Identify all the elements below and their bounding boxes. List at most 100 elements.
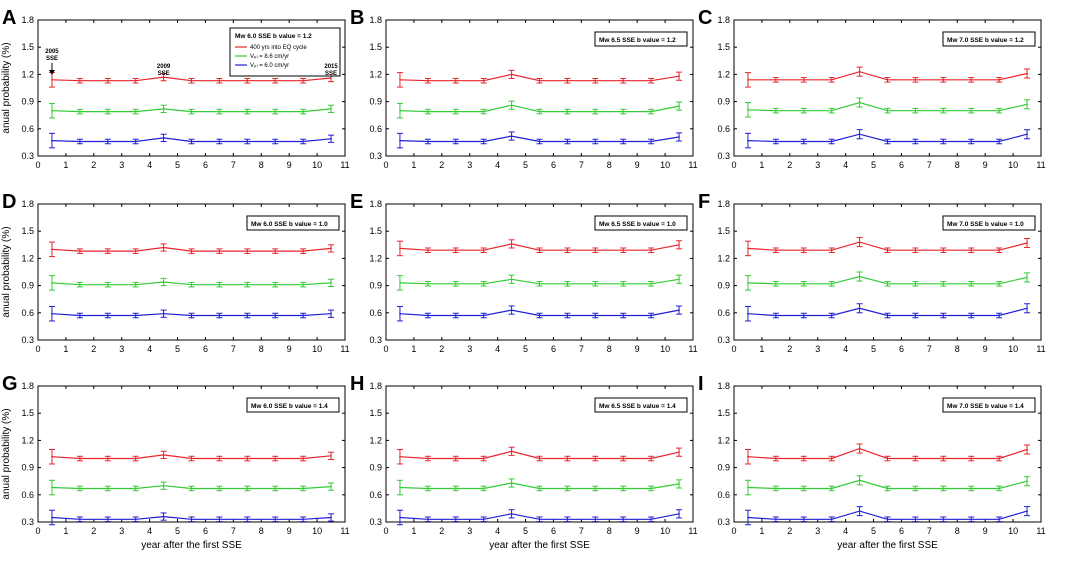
data-point — [302, 79, 304, 82]
x-tick-label: 3 — [467, 160, 472, 170]
data-point — [134, 283, 137, 286]
x-tick-label: 8 — [607, 344, 612, 354]
legend-label: 400 yrs into EQ cycle — [250, 45, 307, 51]
data-point — [678, 136, 680, 138]
data-point — [566, 518, 569, 521]
data-point — [1026, 103, 1028, 106]
data-point — [190, 283, 193, 286]
data-point — [399, 455, 401, 458]
x-tick-label: 2 — [91, 160, 96, 170]
data-point — [330, 282, 332, 284]
data-point — [482, 457, 485, 460]
data-point — [399, 486, 401, 489]
x-tick-label: 2 — [439, 526, 444, 536]
data-point — [218, 487, 221, 490]
x-tick-label: 8 — [955, 160, 960, 170]
data-point — [427, 314, 429, 317]
data-point — [162, 137, 165, 139]
data-point — [970, 518, 973, 521]
x-tick-label: 1 — [759, 526, 764, 536]
data-point — [399, 247, 401, 250]
x-tick-label: 1 — [63, 160, 68, 170]
data-point — [51, 248, 53, 251]
x-tick-label: 6 — [203, 526, 208, 536]
data-point — [482, 249, 485, 252]
data-point — [802, 282, 805, 285]
data-point — [914, 282, 917, 285]
y-tick-label: 1.2 — [369, 435, 382, 445]
data-point — [594, 110, 597, 113]
data-point — [566, 140, 569, 143]
y-tick-label: 0.3 — [21, 335, 34, 345]
data-point — [886, 282, 889, 285]
data-point — [79, 79, 81, 82]
x-tick-label: 0 — [731, 526, 736, 536]
data-point — [51, 139, 53, 142]
data-point — [218, 110, 221, 113]
data-point — [830, 249, 833, 252]
data-point — [427, 282, 429, 285]
plot-frame — [37, 19, 346, 157]
x-tick-label: 11 — [1036, 160, 1045, 170]
y-tick-label: 1.2 — [369, 253, 382, 263]
x-tick-label: 11 — [688, 160, 697, 170]
data-point — [802, 314, 805, 317]
y-tick-label: 0.9 — [717, 463, 730, 473]
y-tick-label: 0.3 — [717, 151, 730, 161]
data-point — [134, 314, 137, 317]
y-axis-label: anual probability (%) — [1, 42, 12, 133]
data-point — [427, 79, 429, 82]
data-point — [274, 250, 277, 252]
data-point — [246, 487, 249, 490]
y-tick-label: 0.3 — [717, 335, 730, 345]
x-axis-label: year after the first SSE — [837, 540, 938, 551]
data-point — [482, 314, 485, 317]
data-point — [330, 312, 332, 315]
data-point — [454, 457, 457, 460]
info-box — [594, 215, 688, 231]
y-tick-label: 0.6 — [369, 124, 382, 134]
data-point — [858, 307, 861, 310]
annotation-2009: 2009 — [157, 64, 171, 70]
data-point — [830, 487, 833, 490]
x-tick-label: 4 — [843, 344, 848, 354]
data-point — [79, 250, 81, 252]
x-tick-label: 10 — [1008, 526, 1018, 536]
data-point — [162, 108, 165, 110]
x-tick-label: 5 — [871, 344, 876, 354]
data-point — [274, 140, 277, 143]
data-point — [775, 79, 777, 81]
data-point — [650, 487, 652, 490]
panel-F: F 0 1 2 3 4 5 6 7 8 9 10 11 0.3 0.6 0.9 1.2 1.5 1.8 Mw 7.0 … — [698, 191, 1046, 354]
data-point — [51, 516, 53, 519]
x-tick-label: 11 — [688, 344, 697, 354]
data-point — [802, 79, 805, 81]
data-point — [454, 314, 457, 317]
data-point — [190, 140, 193, 143]
x-tick-label: 8 — [259, 344, 264, 354]
data-point — [566, 110, 569, 113]
x-tick-label: 2 — [91, 526, 96, 536]
y-tick-label: 1.8 — [21, 381, 34, 391]
data-point — [942, 314, 945, 317]
data-point — [454, 518, 457, 521]
x-tick-label: 11 — [340, 160, 349, 170]
data-point — [747, 282, 749, 284]
data-point — [998, 140, 1000, 143]
data-point — [914, 140, 917, 143]
x-tick-label: 0 — [383, 160, 388, 170]
y-tick-label: 1.5 — [369, 226, 382, 236]
data-point — [566, 282, 569, 285]
data-point — [482, 110, 485, 113]
x-tick-label: 6 — [203, 160, 208, 170]
panel-letter: H — [350, 373, 364, 395]
panel-letter: D — [2, 191, 16, 213]
data-point — [106, 140, 109, 143]
data-point — [538, 314, 541, 317]
x-tick-label: 1 — [411, 160, 416, 170]
y-tick-label: 0.6 — [717, 490, 730, 500]
data-point — [886, 314, 889, 317]
data-point — [858, 133, 861, 136]
y-tick-label: 1.8 — [21, 15, 34, 25]
